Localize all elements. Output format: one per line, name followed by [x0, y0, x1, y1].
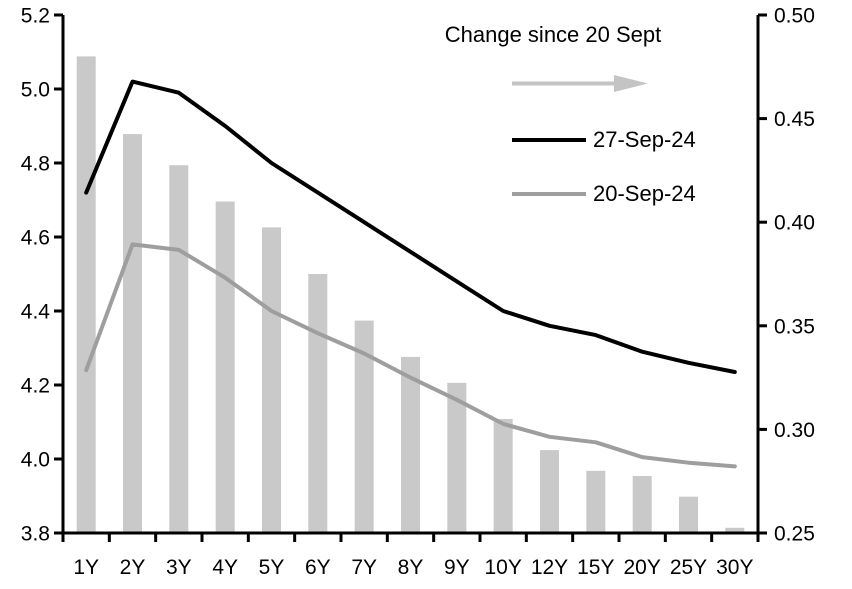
bar-12Y: [540, 450, 559, 533]
x-tick-label-2Y: 2Y: [120, 556, 146, 579]
bar-1Y: [76, 56, 96, 534]
y-left-tick-label: 4.0: [21, 449, 50, 472]
x-tick-label-6Y: 6Y: [305, 556, 331, 579]
legend-line-swatch-gray: [512, 192, 586, 196]
x-tick-label-30Y: 30Y: [716, 556, 753, 579]
y-left-tick-label: 5.0: [21, 79, 50, 102]
y-left-tick-label: 4.2: [21, 375, 50, 398]
y-left-tick-label: 4.8: [21, 153, 50, 176]
bar-5Y: [262, 227, 281, 533]
bar-10Y: [493, 419, 513, 533]
x-tick-label-7Y: 7Y: [351, 556, 377, 579]
bar-6Y: [308, 274, 328, 533]
x-tick-label-8Y: 8Y: [398, 556, 424, 579]
y-right-tick-label: 0.50: [774, 5, 815, 28]
change-arrow-icon: [512, 75, 648, 92]
x-tick-label-10Y: 10Y: [485, 556, 522, 579]
x-tick-label-12Y: 12Y: [531, 556, 568, 579]
legend-label: 20-Sep-24: [593, 181, 696, 206]
y-left-tick-label: 4.6: [21, 227, 50, 250]
y-right-tick-label: 0.25: [774, 523, 815, 546]
legend-label: 27-Sep-24: [593, 127, 696, 152]
legend-line-swatch-black: [512, 138, 586, 142]
bar-4Y: [215, 201, 235, 533]
x-tick-label-3Y: 3Y: [166, 556, 192, 579]
bar-3Y: [169, 165, 189, 533]
line-27-Sep-24: [84, 79, 737, 374]
line-20-Sep-24: [84, 242, 737, 469]
bar-7Y: [354, 320, 374, 533]
y-left-tick-label: 4.4: [21, 301, 51, 324]
bar-9Y: [447, 382, 467, 533]
x-tick-label-4Y: 4Y: [212, 556, 238, 579]
y-left-tick-label: 5.2: [21, 5, 50, 28]
x-tick-label-20Y: 20Y: [624, 556, 661, 579]
x-tick-label-25Y: 25Y: [670, 556, 707, 579]
legend-title: Change since 20 Sept: [444, 22, 662, 47]
bar-8Y: [401, 356, 420, 533]
y-right-tick-label: 0.35: [774, 315, 815, 338]
y-right-tick-label: 0.40: [774, 212, 815, 235]
bar-15Y: [586, 470, 606, 533]
y-right-tick-label: 0.45: [774, 108, 815, 131]
y-left-tick-label: 3.8: [21, 523, 50, 546]
x-tick-label-9Y: 9Y: [444, 556, 470, 579]
bar-2Y: [123, 134, 142, 533]
legend-item-20-sep: 20-Sep-24: [512, 181, 696, 207]
bar-20Y: [632, 476, 652, 533]
y-right-tick-label: 0.30: [774, 419, 815, 442]
legend-item-27-sep: 27-Sep-24: [512, 127, 696, 153]
bar-25Y: [679, 496, 698, 533]
bar-30Y: [725, 527, 745, 533]
x-tick-label-1Y: 1Y: [73, 556, 99, 579]
x-tick-label-15Y: 15Y: [577, 556, 614, 579]
x-tick-label-5Y: 5Y: [259, 556, 285, 579]
